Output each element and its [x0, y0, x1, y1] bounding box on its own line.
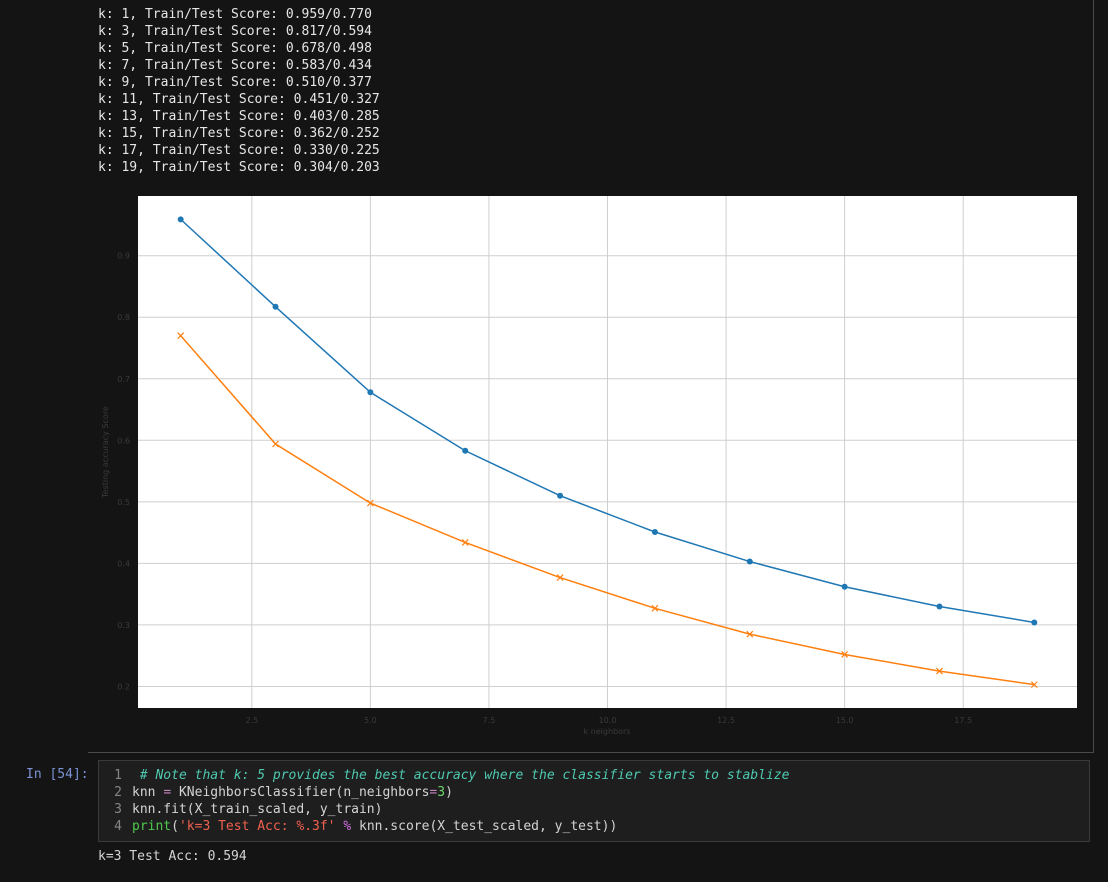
- code-token: knn.fit(X_train_scaled, y_train): [132, 802, 383, 817]
- x-tick-label: 2.5: [245, 716, 258, 725]
- data-point: [272, 440, 279, 448]
- data-point: [651, 604, 659, 612]
- code-line: # Note that k: 5 provides the best accur…: [132, 767, 790, 784]
- line-number: 3: [114, 802, 122, 817]
- data-point: [272, 303, 279, 310]
- y-tick-label: 0.6: [117, 436, 130, 445]
- output-line: k: 19, Train/Test Score: 0.304/0.203: [98, 160, 380, 175]
- output-area: [88, 0, 1094, 753]
- data-point: [177, 332, 185, 340]
- output-line: k: 17, Train/Test Score: 0.330/0.225: [98, 143, 380, 158]
- line-number: 4: [114, 819, 122, 834]
- y-tick-label: 0.3: [117, 621, 130, 630]
- data-point: [841, 651, 849, 658]
- line-number: 1: [114, 768, 122, 783]
- output-line: k: 5, Train/Test Score: 0.678/0.498: [98, 41, 372, 56]
- data-point: [177, 216, 184, 223]
- y-tick-label: 0.5: [117, 498, 130, 507]
- code-token: ): [445, 785, 453, 800]
- data-point: [461, 539, 469, 546]
- code-line: print('k=3 Test Acc: %.3f' % knn.score(X…: [132, 818, 617, 835]
- y-tick-label: 0.9: [117, 252, 130, 261]
- code-token: =: [429, 785, 438, 800]
- data-point: [367, 389, 374, 396]
- data-point: [462, 447, 469, 454]
- data-point: [936, 603, 943, 610]
- data-point: [556, 574, 564, 581]
- code-token: (: [171, 819, 179, 834]
- x-tick-label: 5.0: [364, 716, 377, 725]
- code-cell[interactable]: [98, 760, 1090, 842]
- chart: k neighbors Testing accuracy Score 2.5 5.…: [101, 196, 1077, 736]
- y-tick-label: 0.4: [117, 559, 130, 568]
- x-tick-label: 15.0: [836, 716, 854, 725]
- data-point: [366, 499, 374, 507]
- code-token: # Note that k: 5 provides the best accur…: [132, 768, 790, 783]
- data-point: [651, 529, 658, 535]
- data-point: [936, 667, 943, 675]
- output-line: k: 13, Train/Test Score: 0.403/0.285: [98, 109, 380, 124]
- output-line: k: 1, Train/Test Score: 0.959/0.770: [98, 7, 372, 22]
- y-tick-label: 0.2: [117, 682, 130, 691]
- data-point: [557, 492, 564, 499]
- y-tick-label: 0.7: [117, 375, 130, 384]
- output-line: k: 7, Train/Test Score: 0.583/0.434: [98, 58, 372, 73]
- x-axis-label: k neighbors: [584, 727, 631, 736]
- data-point: [841, 583, 848, 590]
- data-point: [1031, 619, 1038, 626]
- code-token: =: [163, 785, 172, 800]
- series-line: [180, 335, 1035, 686]
- x-tick-label: 10.0: [599, 716, 617, 725]
- line-number: 2: [114, 785, 122, 800]
- code-token: knn: [132, 785, 164, 800]
- code-token: print: [132, 819, 172, 834]
- x-tick-label: 12.5: [717, 716, 735, 725]
- output-line: k: 9, Train/Test Score: 0.510/0.377: [98, 75, 372, 90]
- output-line: k: 11, Train/Test Score: 0.451/0.327: [98, 92, 380, 107]
- code-line: knn.fit(X_train_scaled, y_train): [132, 801, 382, 818]
- x-tick-label: 17.5: [954, 716, 972, 725]
- y-axis-label: Testing accuracy Score: [101, 406, 110, 499]
- data-point: [1030, 681, 1038, 689]
- code-token: KNeighborsClassifier(n_neighbors: [171, 785, 430, 800]
- code-token: 'k=3 Test Acc: %.3f': [178, 819, 336, 834]
- cell-result: k=3 Test Acc: 0.594: [98, 849, 247, 864]
- y-tick-label: 0.8: [117, 313, 130, 322]
- code-token: 3: [437, 785, 446, 800]
- code-token: knn.score(X_test_scaled, y_test)): [351, 819, 618, 834]
- x-tick-label: 7.5: [483, 716, 496, 725]
- code-token: %: [335, 819, 352, 834]
- series-line: [180, 218, 1035, 624]
- data-point: [746, 558, 753, 565]
- output-line: k: 15, Train/Test Score: 0.362/0.252: [98, 126, 380, 141]
- code-line: knn = KNeighborsClassifier(n_neighbors=3…: [132, 784, 453, 801]
- data-point: [746, 630, 754, 638]
- cell-prompt: In [54]:: [26, 767, 89, 782]
- output-line: k: 3, Train/Test Score: 0.817/0.594: [98, 24, 372, 39]
